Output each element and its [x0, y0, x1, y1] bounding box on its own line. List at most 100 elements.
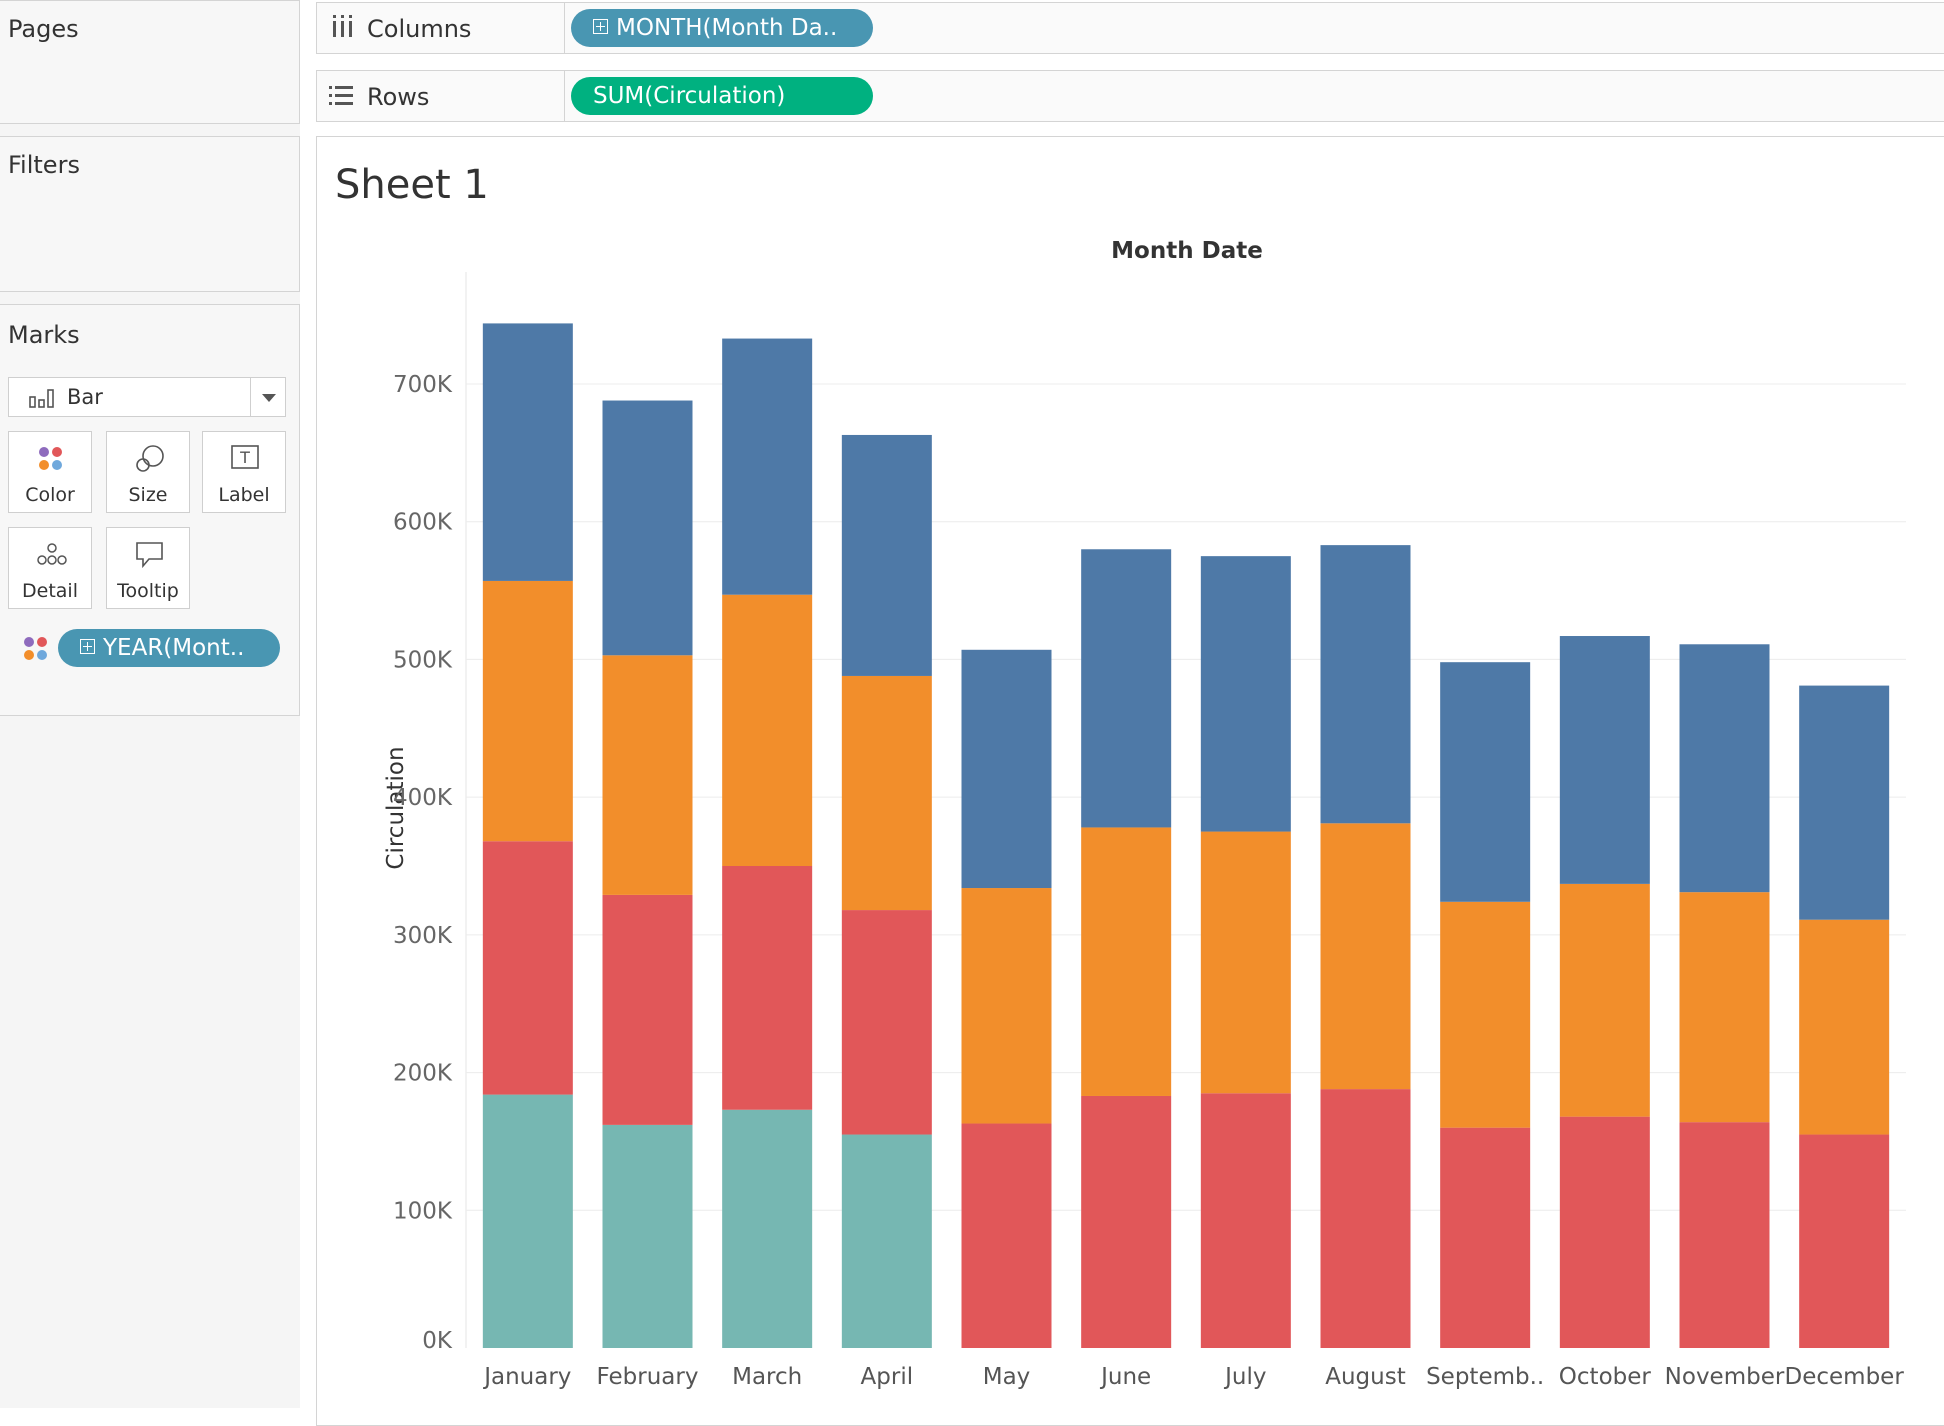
year-pill-label: YEAR(Mont.. — [103, 635, 245, 661]
bar-segment[interactable] — [722, 338, 813, 595]
speech-bubble-icon — [136, 542, 163, 569]
bar-segment[interactable] — [1200, 831, 1291, 1094]
bar-segment[interactable] — [1200, 1093, 1291, 1348]
chevron-down-icon[interactable] — [250, 378, 285, 416]
y-tick-label: 100K — [393, 1198, 453, 1224]
bar-segment[interactable] — [1679, 892, 1770, 1123]
bar-segment[interactable] — [961, 888, 1052, 1124]
rows-shelf[interactable]: Rows SUM(Circulation) — [316, 70, 1944, 122]
marks-card: Marks Bar Color Size — [0, 304, 300, 716]
year-color-pill[interactable]: YEAR(Mont.. — [58, 629, 280, 667]
x-tick-label: October — [1559, 1364, 1652, 1390]
bar-segment[interactable] — [482, 1094, 573, 1348]
columns-label: Columns — [367, 15, 472, 43]
bar-segment[interactable] — [1320, 545, 1411, 824]
bar-segment[interactable] — [1679, 644, 1770, 893]
bar-segment[interactable] — [1200, 556, 1291, 832]
size-button[interactable]: Size — [106, 431, 190, 513]
color-button[interactable]: Color — [8, 431, 92, 513]
x-tick-label: January — [482, 1364, 571, 1390]
month-column-pill[interactable]: MONTH(Month Da.. — [571, 9, 873, 47]
bar-segment[interactable] — [1799, 685, 1890, 920]
tooltip-button[interactable]: Tooltip — [106, 527, 190, 609]
svg-text:T: T — [239, 448, 250, 467]
size-circles-icon — [136, 445, 164, 472]
bar-segment[interactable] — [1799, 919, 1890, 1135]
bar-segment[interactable] — [482, 841, 573, 1095]
bar-segment[interactable] — [1081, 549, 1172, 828]
x-tick-label: August — [1325, 1364, 1406, 1390]
bar-segment[interactable] — [482, 323, 573, 581]
bar-segment[interactable] — [1679, 1122, 1770, 1348]
bar-segment[interactable] — [1799, 1134, 1890, 1348]
pages-card[interactable]: Pages — [0, 0, 300, 124]
y-tick-label: 700K — [393, 372, 453, 398]
color-dots-icon — [39, 447, 62, 470]
x-tick-label: April — [861, 1364, 914, 1390]
sidebar: Pages Filters Marks Bar Color — [0, 0, 300, 1408]
x-tick-label: December — [1785, 1364, 1905, 1390]
bar-segment[interactable] — [961, 1123, 1052, 1348]
rows-pill-label: SUM(Circulation) — [593, 83, 786, 109]
size-button-label: Size — [128, 484, 168, 506]
label-button[interactable]: T Label — [202, 431, 286, 513]
filters-title: Filters — [8, 151, 80, 179]
y-tick-label: 400K — [393, 785, 453, 811]
bar-segment[interactable] — [602, 400, 693, 656]
detail-button-label: Detail — [22, 580, 78, 602]
bar-segment[interactable] — [1559, 1116, 1650, 1348]
bar-segment[interactable] — [1559, 883, 1650, 1117]
rows-icon — [329, 86, 353, 105]
bar-segment[interactable] — [841, 910, 932, 1135]
detail-button[interactable]: Detail — [8, 527, 92, 609]
mark-type-dropdown[interactable]: Bar — [8, 377, 286, 417]
bar-segment[interactable] — [722, 594, 813, 866]
expand-plus-icon[interactable] — [80, 639, 95, 654]
bar-segment[interactable] — [841, 1134, 932, 1348]
y-tick-label: 300K — [393, 923, 453, 949]
marks-title: Marks — [8, 321, 80, 349]
y-tick-label: 500K — [393, 647, 453, 673]
rows-label: Rows — [367, 83, 430, 111]
bar-segment[interactable] — [1440, 662, 1531, 902]
sheet-title: Sheet 1 — [335, 162, 489, 208]
x-tick-label: February — [597, 1364, 699, 1390]
x-tick-label: July — [1223, 1364, 1266, 1390]
bar-segment[interactable] — [1440, 1127, 1531, 1348]
bar-segment[interactable] — [1440, 901, 1531, 1128]
bar-segment[interactable] — [602, 894, 693, 1125]
bar-segment[interactable] — [1559, 636, 1650, 884]
bar-segment[interactable] — [722, 866, 813, 1110]
x-tick-label: November — [1665, 1364, 1785, 1390]
text-box-icon: T — [231, 445, 259, 469]
bar-segment[interactable] — [1081, 1095, 1172, 1348]
mark-type-label: Bar — [67, 385, 103, 409]
label-button-label: Label — [218, 484, 270, 506]
bar-segment[interactable] — [602, 1124, 693, 1348]
bar-segment[interactable] — [1081, 827, 1172, 1096]
color-encoding-icon — [24, 637, 47, 660]
bar-segment[interactable] — [961, 649, 1052, 889]
columns-shelf[interactable]: Columns MONTH(Month Da.. — [316, 2, 1944, 54]
bar-segment[interactable] — [602, 655, 693, 895]
expand-plus-icon[interactable] — [593, 19, 608, 34]
tooltip-button-label: Tooltip — [117, 580, 179, 602]
bar-segment[interactable] — [722, 1109, 813, 1348]
bar-segment[interactable] — [841, 434, 932, 676]
color-button-label: Color — [25, 484, 75, 506]
columns-pill-label: MONTH(Month Da.. — [616, 15, 838, 41]
circulation-row-pill[interactable]: SUM(Circulation) — [571, 77, 873, 115]
x-tick-label: May — [983, 1364, 1031, 1390]
x-axis-header: Month Date — [1111, 238, 1263, 264]
bar-segment[interactable] — [841, 675, 932, 911]
bar-segment[interactable] — [1320, 823, 1411, 1090]
bar-segment[interactable] — [482, 580, 573, 842]
x-tick-label: June — [1099, 1364, 1151, 1390]
x-tick-label: March — [732, 1364, 802, 1390]
filters-card[interactable]: Filters — [0, 136, 300, 292]
bar-chart-icon — [29, 389, 54, 408]
y-tick-label: 0K — [422, 1328, 453, 1354]
bar-segment[interactable] — [1320, 1089, 1411, 1348]
y-tick-label: 600K — [393, 510, 453, 536]
